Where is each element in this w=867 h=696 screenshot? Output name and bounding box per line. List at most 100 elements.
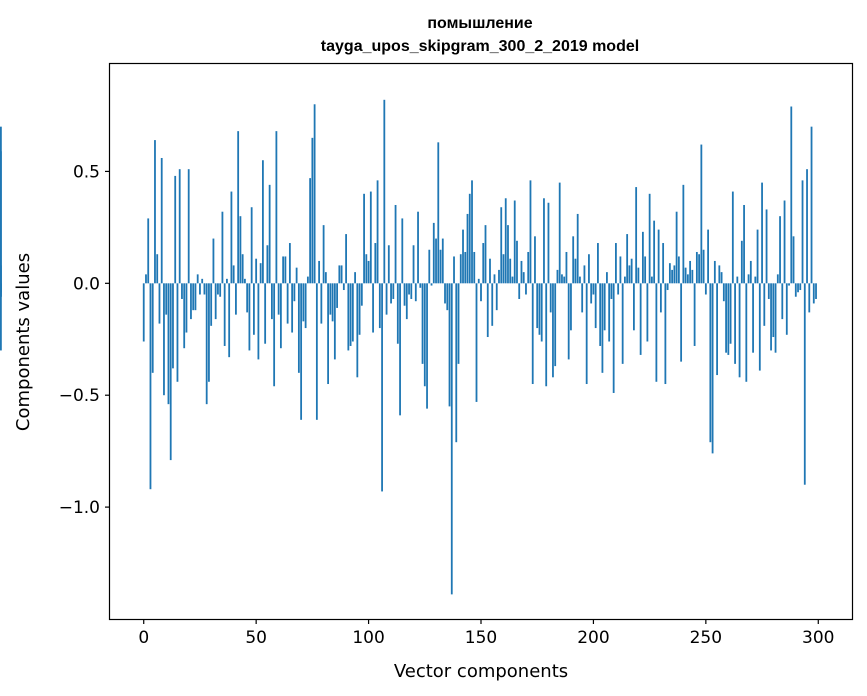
bar [444, 283, 446, 304]
y-tick-label: −1.0 [59, 498, 100, 518]
bar [693, 283, 696, 346]
x-tick-label: 150 [465, 628, 497, 648]
chart-title: помышление [427, 15, 532, 32]
bar [241, 254, 244, 284]
bar [498, 269, 500, 284]
bar [776, 274, 779, 284]
bar [372, 283, 374, 333]
bar [718, 265, 721, 284]
bar [500, 207, 503, 284]
bar [599, 283, 602, 346]
bar [176, 283, 179, 382]
bar [309, 178, 312, 284]
bar [421, 283, 424, 364]
bar [275, 131, 278, 284]
bar [450, 283, 453, 595]
bar [313, 104, 316, 284]
bar [351, 283, 354, 342]
bar [315, 283, 318, 420]
bar [340, 265, 343, 284]
bar [689, 260, 692, 284]
bar [758, 283, 761, 371]
x-tick-label: 250 [690, 628, 722, 648]
bar [585, 283, 588, 385]
bar [695, 251, 698, 284]
bar [408, 283, 410, 295]
bar [477, 278, 480, 284]
bar [253, 283, 255, 335]
bar [673, 265, 676, 284]
bar [284, 256, 287, 284]
bar [812, 283, 815, 304]
y-tick-label: −0.5 [59, 386, 100, 406]
bar [417, 211, 419, 284]
bar [803, 283, 806, 485]
bar [707, 229, 709, 284]
bar [774, 283, 777, 353]
bar [399, 283, 401, 416]
bar [502, 254, 505, 284]
bar [255, 258, 258, 284]
bar [646, 283, 649, 342]
bar [259, 263, 262, 284]
bar [489, 258, 491, 284]
bar [264, 283, 267, 344]
bar [288, 243, 291, 284]
bar [432, 222, 435, 284]
bar [457, 283, 460, 364]
bar [729, 283, 732, 344]
bar [781, 283, 784, 320]
bar [700, 144, 703, 284]
bar [536, 283, 539, 329]
bar [185, 283, 188, 333]
bar [561, 274, 563, 284]
bar [365, 254, 368, 284]
bar [403, 283, 406, 306]
bar [529, 180, 532, 284]
x-axis-ticks: 0 50 100 150 200 250 300 [138, 619, 834, 648]
bar [740, 240, 743, 284]
bar [181, 283, 183, 299]
bar [581, 283, 584, 313]
x-tick-label: 200 [577, 628, 609, 648]
bar [662, 243, 665, 284]
bar [169, 283, 172, 461]
bar [579, 276, 581, 284]
bar [513, 200, 516, 284]
bar [779, 216, 781, 284]
bar [583, 265, 586, 284]
bar [574, 258, 577, 284]
bar [331, 283, 334, 322]
bars-group [0, 99, 817, 595]
bar [815, 283, 817, 299]
bar [414, 283, 417, 302]
bar [480, 283, 482, 302]
bar [635, 187, 638, 284]
bar [0, 283, 2, 351]
bar [142, 283, 145, 342]
bar [484, 225, 487, 284]
bar [232, 265, 235, 284]
bar [376, 180, 379, 284]
bar [208, 283, 210, 382]
bar [792, 236, 795, 284]
bar [423, 283, 426, 387]
bar [799, 283, 802, 291]
bar [448, 283, 451, 407]
bar [761, 182, 763, 284]
bar [405, 283, 408, 320]
bar [237, 131, 240, 284]
bar [297, 283, 300, 373]
bar [594, 283, 597, 329]
bar [369, 191, 372, 284]
bar [390, 283, 392, 304]
bar [653, 220, 656, 284]
bar [684, 267, 687, 284]
bar [199, 283, 201, 295]
bar [174, 175, 177, 284]
bar [374, 243, 377, 284]
bar [606, 272, 608, 284]
bar [518, 283, 521, 299]
bar [549, 283, 552, 313]
bar [597, 243, 599, 284]
